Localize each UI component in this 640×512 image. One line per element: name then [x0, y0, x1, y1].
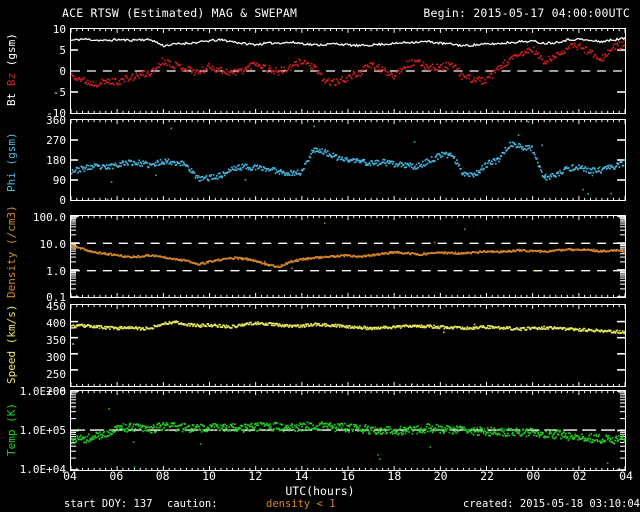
y-axis-title-bt-bz: Bt Bz (gsm)	[5, 30, 18, 110]
x-tick-label: 04	[619, 469, 633, 483]
x-tick-label: 06	[109, 469, 124, 483]
y-axis-labels-bt-bz: 10 5 0 -5 -10	[2, 23, 66, 119]
y-tick: 250	[46, 368, 66, 381]
y-tick: 200	[46, 385, 66, 398]
y-tick: 5	[59, 44, 66, 57]
y-tick: 1.0E+06	[19, 385, 66, 398]
label-part-bz: Bz	[5, 73, 18, 87]
y-axis-labels-phi: 360 270 180 90 0	[2, 114, 66, 206]
y-tick: 300	[46, 351, 66, 364]
y-tick: 1.0E+04	[19, 463, 66, 476]
plot-area-bt-bz	[71, 29, 625, 113]
y-tick: 0	[59, 65, 66, 78]
plot-area-temp	[71, 391, 625, 470]
x-tick-label: 20	[433, 469, 448, 483]
plot-area-phi	[71, 120, 625, 200]
y-tick: 1.0	[46, 265, 66, 278]
y-tick: 450	[46, 300, 66, 313]
x-tick-label: 02	[572, 469, 587, 483]
y-axis-title-temp: Temp (K)	[5, 403, 18, 457]
x-tick-label: 18	[387, 469, 402, 483]
plot-area-density	[71, 216, 625, 297]
caution-label: caution:	[167, 498, 218, 510]
y-tick: 270	[46, 134, 66, 147]
y-tick: 0	[59, 194, 66, 207]
y-tick: -5	[52, 86, 66, 99]
y-axis-labels-temp: 1.0E+06 1.0E+05 1.0E+04	[2, 385, 66, 475]
y-tick: -10	[46, 107, 66, 120]
begin-timestamp: Begin: 2015-05-17 04:00:00UTC	[423, 6, 630, 20]
x-tick-label: 22	[480, 469, 494, 483]
y-tick: 10.0	[39, 238, 67, 251]
panel-phi	[70, 119, 626, 201]
plot-area-speed	[71, 305, 625, 386]
y-tick: 100.0	[32, 211, 66, 224]
y-tick: 360	[46, 114, 66, 127]
y-axis-title-density: Density (/cm3)	[5, 205, 18, 298]
y-tick: 0.1	[46, 291, 66, 304]
x-tick-label: 16	[341, 469, 355, 483]
start-doy-label: start DOY: 137	[64, 498, 153, 510]
x-axis-title: UTC(hours)	[285, 484, 355, 498]
y-tick: 1.0E+05	[19, 424, 66, 437]
panel-temp	[70, 390, 626, 471]
y-axis-labels-speed: 450 400 350 300 250 200	[2, 300, 66, 397]
label-part-units: (gsm)	[5, 33, 18, 67]
x-tick-label: 08	[155, 469, 170, 483]
y-axis-title-phi: Phi (gsm)	[5, 132, 18, 192]
x-tick-label: 14	[294, 469, 309, 483]
x-tick-label: 12	[248, 469, 263, 483]
y-tick: 180	[46, 154, 66, 167]
y-axis-labels-density: 100.0 10.0 1.0 0.1	[2, 211, 67, 303]
x-tick-label: 04	[63, 469, 77, 483]
caution-value: density < 1	[266, 498, 336, 510]
x-tick-label: 10	[202, 469, 216, 483]
y-tick: 90	[52, 174, 66, 187]
y-tick: 10	[52, 23, 66, 36]
x-tick-label: 00	[526, 469, 541, 483]
panel-speed	[70, 304, 626, 387]
y-tick: 400	[46, 317, 66, 330]
label-part-bt: Bt	[5, 93, 18, 107]
y-axis-title-speed: Speed (km/s)	[5, 304, 18, 384]
y-tick: 350	[46, 334, 66, 347]
panel-density	[70, 215, 626, 298]
created-timestamp: created: 2015-05-18 03:10:04UTC	[463, 498, 640, 510]
panel-bt-bz	[70, 28, 626, 114]
page-title: ACE RTSW (Estimated) MAG & SWEPAM	[62, 6, 298, 20]
